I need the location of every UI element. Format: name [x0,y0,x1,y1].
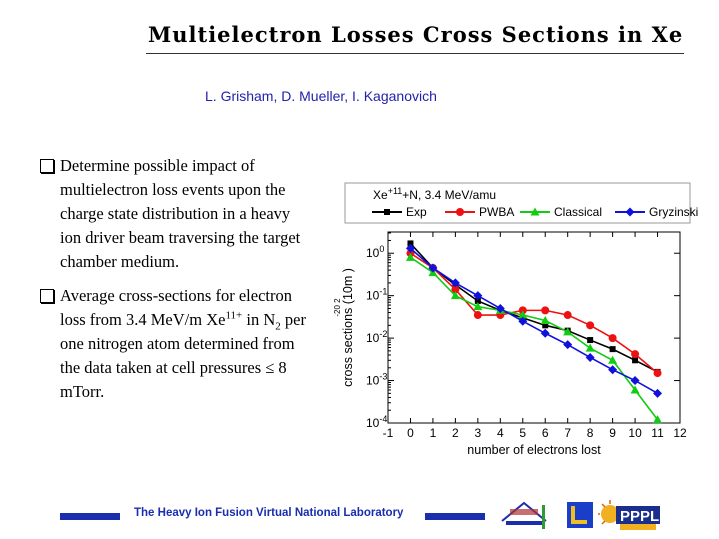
legend-label-pwba: PWBA [479,205,514,219]
data-point-pwba [653,369,662,378]
data-point-classical [585,343,595,352]
x-tick-label: 5 [519,426,526,440]
data-point-pwba [608,334,617,343]
checkbox-bullet-icon [40,289,54,303]
legend-box [344,182,691,224]
legend-marker-pwba [456,208,464,216]
data-point-gryzinski [540,328,550,338]
data-point-exp [587,337,594,344]
chart-title: Xe+11+N, 3.4 MeV/amu [373,186,496,202]
footer-text: The Heavy Ion Fusion Virtual National La… [134,507,404,519]
data-point-gryzinski [405,243,415,253]
footer-bar-left [60,513,120,520]
x-tick-label: 9 [609,426,616,440]
data-point-gryzinski [428,263,438,273]
series-line-gryzinski [409,247,658,395]
x-tick-label: 10 [628,426,642,440]
data-point-classical [653,415,663,424]
legend-marker-gryzinski [625,207,635,217]
n2-subscript: 2 [275,320,281,333]
x-tick-label: 0 [407,426,414,440]
y-axis-label: cross sections (10m ) [341,268,355,387]
data-point-pwba [518,306,527,315]
x-tick-label: -1 [383,426,394,440]
legend-marker-exp [384,209,390,215]
data-point-gryzinski [653,388,663,398]
bullet-text-start: Average cross-sections for electron loss… [60,286,292,329]
data-point-pwba [586,321,595,330]
x-tick-label: 7 [564,426,571,440]
data-point-gryzinski [630,376,640,386]
x-axis-label: number of electrons lost [467,443,601,457]
x-tick-label: 1 [430,426,437,440]
series-line-pwba [410,252,659,374]
data-point-pwba [563,311,572,320]
data-point-pwba [473,311,482,320]
legend-marker-classical [530,207,540,216]
x-tick-label: 8 [587,426,594,440]
bullet-item: Average cross-sections for electron loss… [38,284,310,404]
legend-label-classical: Classical [554,205,602,219]
x-tick-label: 3 [475,426,482,440]
bullet-text: Determine possible impact of multielectr… [60,156,301,271]
data-point-classical [405,252,415,261]
llnl-logo [567,502,593,528]
bullet-text-end: per one nitrogen atom determined from th… [60,310,306,401]
y-tick-label: 10-2 [366,329,387,345]
data-point-classical [630,385,640,394]
x-tick-label: 2 [452,426,459,440]
authors: L. Grisham, D. Mueller, I. Kaganovich [205,88,437,104]
bullet-list: Determine possible impact of multielectr… [38,154,310,414]
data-point-pwba [631,350,640,359]
data-point-classical [518,310,528,319]
slide-title: Multielectron Losses Cross Sections in X… [148,22,684,47]
y-tick-label: 10-4 [366,414,387,430]
data-point-classical [473,302,483,311]
pppl-logo: PPPL [598,500,660,530]
x-tick-label: 6 [542,426,549,440]
data-point-exp [609,346,616,353]
bullet-text-mid: in N [242,310,276,329]
legend-label-gryzinski: Gryzinski [649,205,698,219]
data-point-exp [407,240,414,247]
x-tick-label: 12 [673,426,687,440]
checkbox-bullet-icon [40,159,54,173]
data-point-classical [608,355,618,364]
pppl-logo-text: PPPL [620,508,659,525]
data-point-gryzinski [450,278,460,288]
legend-label-exp: Exp [406,205,427,219]
berkeley-lab-logo [501,501,547,529]
data-point-gryzinski [585,352,595,362]
data-point-classical [450,291,460,300]
data-point-gryzinski [518,316,528,326]
data-point-exp [542,322,549,329]
series-line-exp [409,242,658,373]
y-tick-label: 100 [366,244,384,260]
data-point-classical [563,327,573,336]
data-point-exp [474,297,481,304]
y-axis-label-exponent: -20 2 [333,298,342,317]
data-point-gryzinski [608,365,618,375]
data-point-pwba [451,285,460,294]
data-point-gryzinski [563,340,573,350]
series-line-classical [410,256,659,421]
data-point-exp [632,357,639,364]
footer-bar-right [425,513,485,520]
data-point-pwba [541,306,550,315]
data-point-gryzinski [473,291,483,301]
cross-section-chart: Xe+11+N, 3.4 MeV/amu Exp PWBA Classical Gryz… [333,182,698,457]
y-tick-label: 10-1 [366,287,387,303]
y-tick-label: 10-3 [366,372,387,388]
data-point-gryzinski [495,303,505,313]
title-rule [146,53,684,54]
data-point-classical [540,315,550,324]
x-tick-label: 11 [651,426,664,440]
bullet-item: Determine possible impact of multielectr… [38,154,310,274]
x-tick-label: 4 [497,426,504,440]
charge-superscript: 11+ [225,309,243,322]
